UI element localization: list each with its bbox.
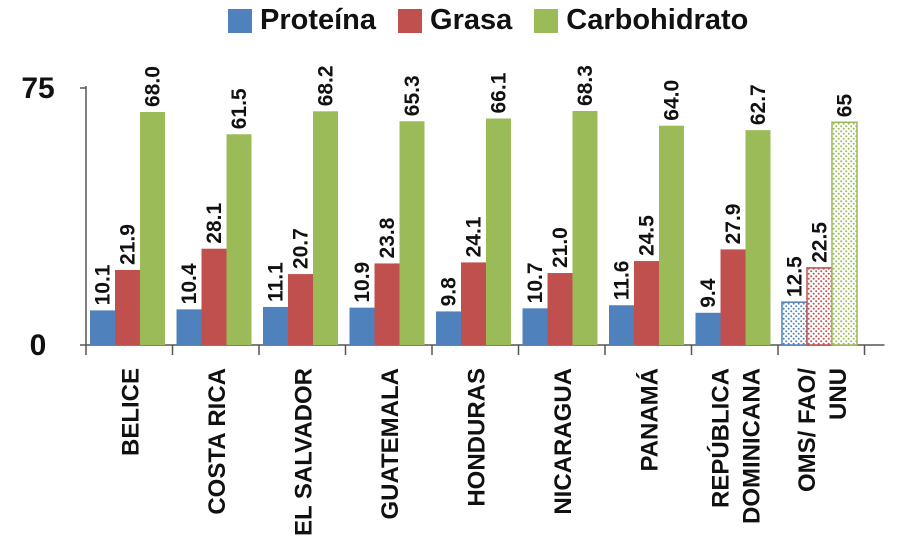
data-label-grasa: 22.5 bbox=[809, 222, 832, 263]
data-label-grasa: 23.8 bbox=[376, 217, 399, 258]
data-label-grasa: 27.9 bbox=[722, 204, 745, 245]
data-label-proteina: 11.6 bbox=[611, 261, 634, 301]
data-label-carbohidrato: 61.5 bbox=[228, 88, 251, 129]
y-tick-label: 0 bbox=[30, 329, 47, 362]
bar-grasa bbox=[634, 261, 659, 345]
data-label-carbohidrato: 68.2 bbox=[315, 65, 338, 106]
bar-carbohidrato bbox=[486, 118, 511, 345]
legend-swatch-grasa bbox=[398, 8, 423, 33]
bar-grasa bbox=[806, 267, 833, 346]
data-label-proteina: 12.5 bbox=[784, 256, 807, 297]
bar-grasa bbox=[201, 248, 227, 345]
data-label-carbohidrato: 68.3 bbox=[574, 65, 597, 106]
data-label-carbohidrato: 68.0 bbox=[142, 66, 165, 107]
bar-proteina bbox=[522, 308, 548, 345]
legend-label-carbohidrato: Carbohidrato bbox=[566, 4, 749, 36]
category-label: DOMINICANA bbox=[738, 368, 765, 524]
data-label-carbohidrato: 65.3 bbox=[401, 75, 424, 116]
data-label-grasa: 20.7 bbox=[290, 228, 313, 269]
bar-carbohidrato bbox=[831, 121, 858, 346]
data-label-proteina: 10.1 bbox=[92, 264, 115, 305]
data-label-grasa: 24.5 bbox=[636, 215, 659, 256]
category-label: HONDURAS bbox=[463, 368, 490, 507]
legend-swatch-proteina bbox=[228, 8, 252, 33]
data-label-grasa: 28.1 bbox=[203, 203, 226, 244]
category-label: OMS/ FAO/ bbox=[794, 368, 821, 492]
data-label-grasa: 21.0 bbox=[549, 227, 572, 268]
data-label-proteina: 11.1 bbox=[265, 262, 288, 302]
bar-grasa bbox=[288, 274, 313, 345]
category-label: NICARAGUA bbox=[550, 368, 577, 515]
bar-grasa bbox=[720, 249, 746, 345]
data-label-grasa: 21.9 bbox=[117, 224, 140, 265]
bar-proteina bbox=[609, 305, 634, 345]
bar-proteina bbox=[349, 307, 375, 345]
category-label: COSTA RICA bbox=[204, 368, 231, 515]
bar-carbohidrato bbox=[572, 110, 598, 345]
legend-item-grasa: Grasa bbox=[398, 4, 512, 37]
legend-label-proteina: Proteína bbox=[260, 4, 377, 36]
bar-grasa bbox=[115, 269, 140, 345]
bar-proteina bbox=[695, 312, 721, 345]
legend-item-carbohidrato: Carbohidrato bbox=[534, 4, 748, 37]
data-label-carbohidrato: 66.1 bbox=[488, 72, 511, 113]
legend-swatch-carbohidrato bbox=[534, 8, 559, 33]
bar-carbohidrato bbox=[399, 121, 425, 345]
data-label-proteina: 10.7 bbox=[524, 262, 547, 303]
data-label-proteina: 9.8 bbox=[438, 277, 461, 307]
chart-legend: Proteína Grasa Carbohidrato bbox=[228, 4, 748, 37]
bar-proteina bbox=[90, 310, 115, 345]
legend-item-proteina: Proteína bbox=[228, 4, 376, 37]
data-label-proteina: 9.4 bbox=[697, 278, 720, 308]
bar-grasa bbox=[461, 262, 486, 345]
data-label-carbohidrato: 64.0 bbox=[661, 80, 684, 121]
bar-proteina bbox=[263, 306, 288, 345]
bar-grasa bbox=[374, 263, 400, 345]
bar-carbohidrato bbox=[313, 111, 338, 345]
bar-proteina bbox=[781, 301, 808, 346]
legend-label-grasa: Grasa bbox=[430, 4, 513, 36]
plot-area: 0 75 10.121.9 68.0 BELICE 10.428.1 61.5 COSTA R… bbox=[21, 65, 885, 536]
data-label-proteina: 10.4 bbox=[178, 263, 201, 304]
category-label: EL SALVADOR bbox=[290, 368, 317, 536]
bar-carbohidrato bbox=[659, 125, 684, 346]
bar-grasa bbox=[547, 273, 573, 345]
category-label: PANAMÁ bbox=[635, 368, 663, 472]
data-label-grasa: 24.1 bbox=[463, 216, 486, 257]
category-label: GUATEMALA bbox=[377, 368, 404, 520]
category-label: BELICE bbox=[117, 368, 144, 456]
category-label: UNU bbox=[825, 368, 852, 420]
bar-carbohidrato bbox=[140, 111, 165, 345]
bar-carbohidrato bbox=[745, 130, 771, 345]
category-label: REPÚBLICA bbox=[706, 368, 734, 508]
bar-proteina bbox=[436, 311, 461, 345]
bar-carbohidrato bbox=[226, 134, 252, 345]
bar-proteina bbox=[176, 309, 202, 345]
data-label-carbohidrato: 65 bbox=[834, 94, 857, 118]
data-label-proteina: 10.9 bbox=[351, 262, 374, 303]
y-tick-label: 75 bbox=[21, 72, 54, 105]
data-label-carbohidrato: 62.7 bbox=[747, 84, 770, 125]
